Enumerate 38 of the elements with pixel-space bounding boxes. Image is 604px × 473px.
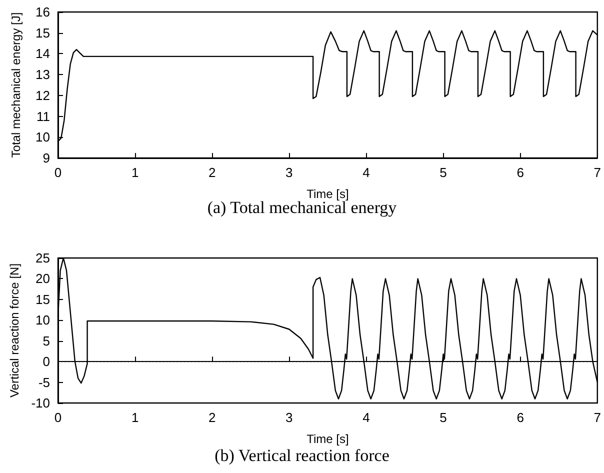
y-tick-label: 25 — [36, 250, 50, 266]
y-tick-label: 15 — [36, 292, 50, 307]
y-tick-label: 5 — [42, 333, 50, 348]
y-tick-label: 16 — [36, 4, 50, 20]
x-tick-label: 3 — [286, 410, 293, 425]
y-tick-label: 20 — [36, 271, 50, 286]
y-tick-label: 11 — [36, 108, 50, 124]
x-tick-label: 0 — [54, 165, 62, 180]
x-tick-label: 7 — [594, 165, 601, 180]
x-tick-label: 3 — [286, 165, 293, 180]
x-axis-title: Time [s] — [306, 432, 349, 446]
x-tick-label: 0 — [54, 410, 62, 425]
y-tick-label: 0 — [42, 354, 50, 370]
x-tick-label: 6 — [516, 410, 524, 425]
x-tick-label: 5 — [440, 410, 447, 425]
y-tick-label: 10 — [36, 130, 50, 145]
y-tick-label: -5 — [38, 374, 50, 390]
y-axis-title: Total mechanical energy [J] — [9, 12, 23, 158]
x-tick-label: 2 — [208, 410, 216, 425]
y-tick-label: -10 — [31, 396, 50, 410]
y-tick-label: 12 — [36, 88, 50, 103]
x-tick-label: 7 — [594, 410, 601, 425]
y-tick-label: 10 — [36, 312, 50, 328]
x-tick-label: 4 — [362, 410, 370, 425]
x-tick-label: 5 — [440, 165, 447, 180]
y-tick-label: 14 — [36, 46, 50, 62]
line-series — [57, 257, 598, 400]
x-tick-label: 4 — [362, 165, 370, 180]
x-tick-label: 6 — [516, 165, 524, 180]
y-tick-label: 15 — [36, 25, 50, 40]
x-tick-label: 2 — [208, 165, 216, 180]
text: (b) Vertical reaction force — [214, 446, 390, 465]
x-tick-label: 1 — [131, 410, 139, 425]
y-tick-label: 13 — [36, 67, 50, 82]
y-axis-title: Vertical reaction force [N] — [7, 263, 22, 398]
x-axis-title: Time [s] — [306, 187, 349, 201]
x-tick-label: 1 — [131, 165, 139, 180]
y-tick-label: 9 — [42, 150, 50, 166]
